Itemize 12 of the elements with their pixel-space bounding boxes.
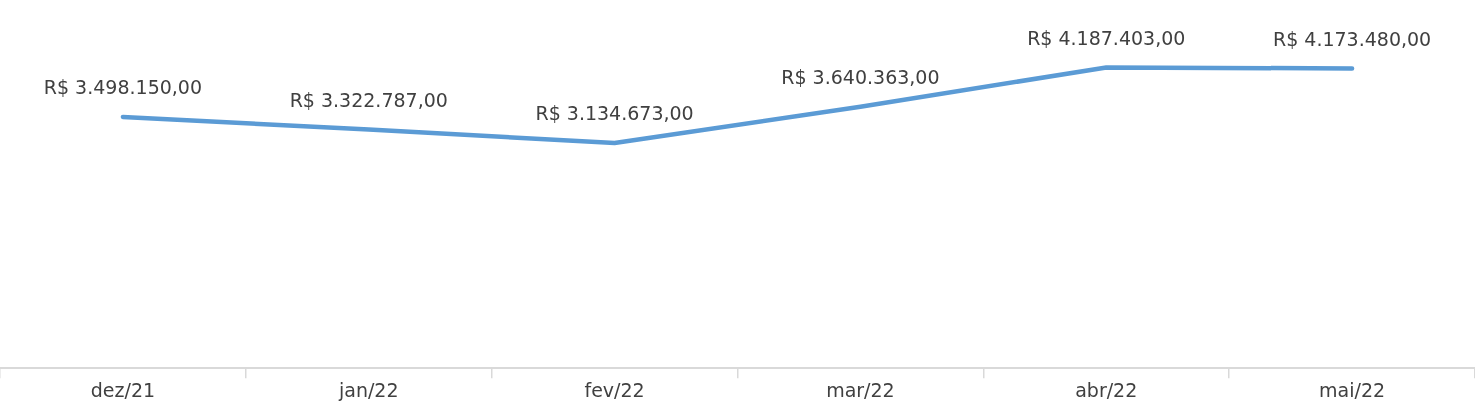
x-tick-label: jan/22: [337, 378, 399, 401]
data-label: R$ 4.173.480,00: [1272, 27, 1432, 50]
data-label: R$ 3.134.673,00: [535, 102, 694, 125]
x-tick-label: dez/21: [90, 378, 156, 401]
x-tick-label: fev/22: [584, 378, 645, 401]
data-label: R$ 3.498.150,00: [43, 76, 203, 99]
x-tick-label: mar/22: [826, 378, 895, 401]
x-tick-label: abr/22: [1075, 378, 1138, 401]
data-label: R$ 4.187.403,00: [1027, 26, 1186, 49]
data-label: R$ 3.322.787,00: [289, 88, 448, 111]
x-tick-label: mai/22: [1319, 378, 1386, 401]
data-label: R$ 3.640.363,00: [781, 66, 940, 89]
